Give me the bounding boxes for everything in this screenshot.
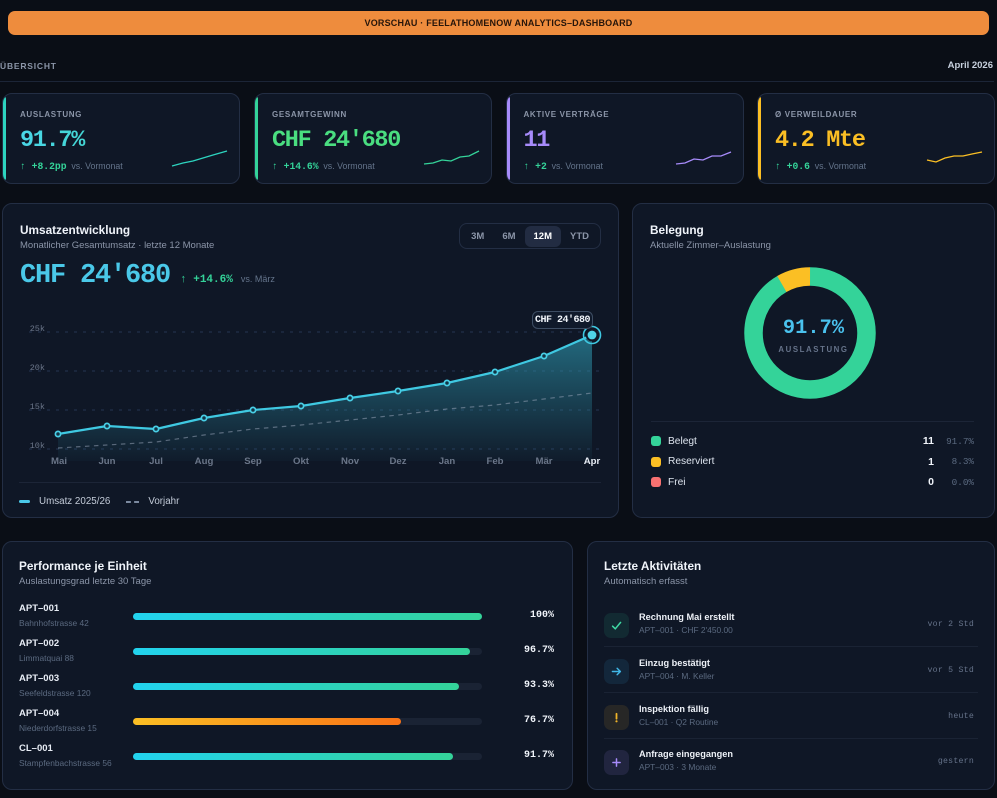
svg-text:Jul: Jul bbox=[149, 456, 163, 467]
svg-text:Sep: Sep bbox=[244, 456, 262, 467]
svg-text:Aug: Aug bbox=[195, 456, 214, 467]
svg-text:Jan: Jan bbox=[439, 456, 456, 467]
svg-text:15k: 15k bbox=[30, 402, 45, 412]
svg-text:25k: 25k bbox=[30, 324, 45, 334]
svg-text:Feb: Feb bbox=[486, 456, 503, 467]
svg-text:Jun: Jun bbox=[98, 456, 115, 467]
svg-text:Okt: Okt bbox=[293, 456, 310, 467]
svg-text:20k: 20k bbox=[30, 363, 45, 373]
svg-text:10k: 10k bbox=[30, 441, 45, 451]
svg-text:Mär: Mär bbox=[535, 456, 552, 467]
svg-text:Mai: Mai bbox=[51, 456, 67, 467]
svg-text:Apr: Apr bbox=[584, 456, 601, 467]
svg-text:Dez: Dez bbox=[389, 456, 406, 467]
svg-text:Nov: Nov bbox=[341, 456, 360, 467]
